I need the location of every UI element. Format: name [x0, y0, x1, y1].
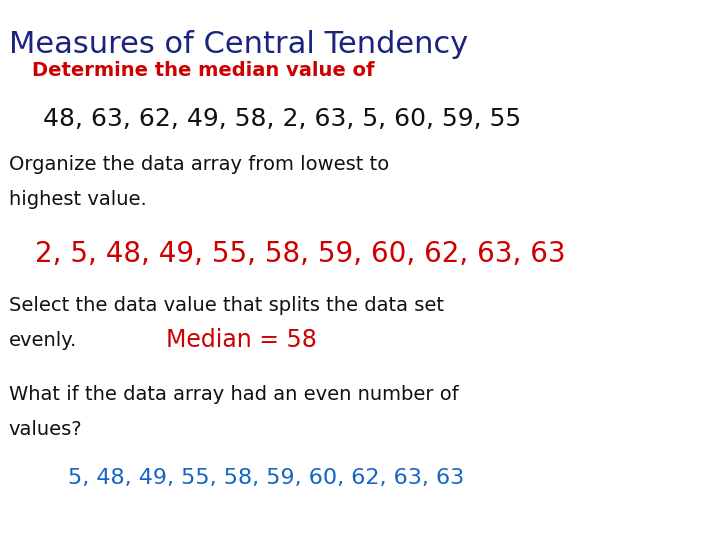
Text: Select the data value that splits the data set: Select the data value that splits the da…	[9, 295, 444, 315]
Text: Determine the median value of: Determine the median value of	[32, 60, 375, 80]
Text: Organize the data array from lowest to: Organize the data array from lowest to	[9, 155, 389, 174]
Text: highest value.: highest value.	[9, 190, 146, 210]
Text: evenly.: evenly.	[9, 330, 77, 350]
Text: 2, 5, 48, 49, 55, 58, 59, 60, 62, 63, 63: 2, 5, 48, 49, 55, 58, 59, 60, 62, 63, 63	[35, 240, 565, 268]
Text: 5, 48, 49, 55, 58, 59, 60, 62, 63, 63: 5, 48, 49, 55, 58, 59, 60, 62, 63, 63	[68, 468, 464, 488]
Text: values?: values?	[9, 420, 82, 439]
Text: What if the data array had an even number of: What if the data array had an even numbe…	[9, 384, 459, 404]
Text: Measures of Central Tendency: Measures of Central Tendency	[9, 30, 468, 59]
Text: Median = 58: Median = 58	[166, 328, 317, 352]
Text: 48, 63, 62, 49, 58, 2, 63, 5, 60, 59, 55: 48, 63, 62, 49, 58, 2, 63, 5, 60, 59, 55	[43, 107, 521, 131]
